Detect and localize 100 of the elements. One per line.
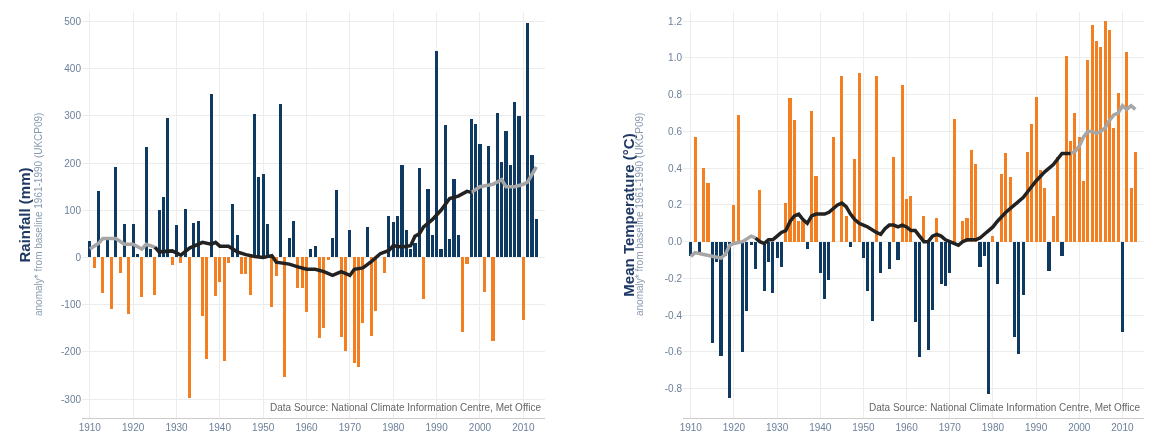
bar bbox=[357, 257, 361, 368]
bar bbox=[943, 241, 947, 286]
bar bbox=[753, 241, 758, 270]
bar bbox=[365, 226, 369, 258]
x-tick-label: 1920 bbox=[122, 422, 145, 433]
bar bbox=[118, 257, 122, 273]
bar bbox=[244, 257, 248, 274]
bar bbox=[823, 241, 827, 299]
bar bbox=[1008, 177, 1012, 242]
annotation: Data Source: National Climate Information Centre, Met Office bbox=[270, 402, 542, 413]
bar bbox=[1103, 21, 1107, 242]
y-tick-label: -100 bbox=[60, 299, 82, 311]
bar bbox=[728, 241, 732, 398]
bar bbox=[239, 257, 244, 274]
bar bbox=[469, 118, 473, 258]
x-tick-label: 1990 bbox=[1024, 422, 1048, 433]
bar bbox=[779, 241, 783, 268]
y-tick-label: -200 bbox=[60, 346, 82, 358]
bar bbox=[1004, 153, 1008, 242]
y-tick-label: 0.2 bbox=[668, 199, 683, 211]
bar bbox=[1060, 241, 1064, 257]
x-tick-label: 1990 bbox=[425, 422, 449, 433]
bar bbox=[1125, 52, 1129, 242]
y-tick-label: -0.4 bbox=[664, 309, 683, 321]
bar bbox=[758, 190, 762, 242]
bar bbox=[995, 241, 999, 284]
bar bbox=[1030, 124, 1034, 242]
bar bbox=[513, 101, 517, 258]
x-tick-label: 1980 bbox=[981, 422, 1005, 433]
bar bbox=[205, 257, 209, 359]
bar bbox=[326, 257, 330, 260]
bar bbox=[305, 257, 309, 313]
bar bbox=[491, 257, 495, 341]
bar bbox=[917, 241, 922, 358]
bar bbox=[283, 257, 287, 377]
bar bbox=[1073, 113, 1077, 242]
bar bbox=[209, 94, 213, 258]
bar bbox=[1017, 241, 1021, 354]
x-tick-label: 2000 bbox=[1068, 422, 1091, 433]
bar bbox=[788, 98, 792, 242]
bar bbox=[844, 215, 848, 242]
x-tick-label: 1960 bbox=[295, 422, 319, 433]
bar bbox=[335, 189, 339, 258]
bar bbox=[741, 241, 745, 352]
bar bbox=[710, 241, 714, 343]
x-tick-label: 2000 bbox=[468, 422, 492, 433]
bar bbox=[1086, 59, 1090, 242]
bar bbox=[248, 257, 252, 295]
y-tick-label: -0.6 bbox=[664, 346, 683, 358]
y-tick-label: 100 bbox=[64, 204, 82, 216]
bar bbox=[805, 241, 809, 249]
bar bbox=[702, 168, 706, 242]
bar bbox=[179, 257, 183, 264]
y-tick-label: 200 bbox=[64, 157, 82, 169]
bar bbox=[482, 257, 486, 293]
y-tick-label: 0 bbox=[75, 251, 82, 263]
bar bbox=[422, 257, 426, 300]
bar bbox=[435, 51, 439, 258]
bar bbox=[1090, 24, 1094, 242]
x-tick-label: 2010 bbox=[1111, 422, 1134, 433]
bar bbox=[318, 257, 322, 339]
x-tick-label: 1960 bbox=[895, 422, 919, 433]
bar bbox=[1077, 136, 1081, 242]
bar bbox=[926, 241, 930, 351]
bar bbox=[252, 114, 257, 258]
bar bbox=[452, 178, 456, 258]
bar bbox=[495, 112, 499, 258]
bar bbox=[1116, 92, 1120, 242]
bar bbox=[771, 241, 775, 294]
bar bbox=[952, 118, 956, 242]
bar bbox=[693, 136, 697, 242]
bar bbox=[900, 85, 904, 242]
bar bbox=[719, 241, 723, 356]
y-tick-label: 1.2 bbox=[668, 15, 683, 27]
bar bbox=[261, 174, 265, 258]
bar bbox=[1120, 241, 1124, 332]
bar bbox=[831, 136, 835, 242]
y-tick-label: 300 bbox=[64, 110, 82, 122]
bar bbox=[887, 241, 891, 270]
y-tick-label: 0.8 bbox=[668, 89, 683, 101]
bar bbox=[978, 241, 982, 268]
bar bbox=[213, 257, 218, 297]
x-tick-label: 1930 bbox=[165, 422, 189, 433]
bar bbox=[170, 257, 174, 265]
bar bbox=[278, 104, 283, 258]
bar bbox=[383, 257, 387, 273]
bar bbox=[96, 191, 101, 258]
bar bbox=[443, 124, 447, 258]
bar bbox=[1021, 241, 1025, 295]
bar bbox=[853, 158, 857, 242]
bar bbox=[801, 221, 805, 242]
bar bbox=[292, 221, 296, 258]
y-tick-label: 0.4 bbox=[668, 162, 683, 174]
x-tick-label: 1940 bbox=[809, 422, 832, 433]
x-tick-label: 1970 bbox=[938, 422, 962, 433]
x-tick-label: 1910 bbox=[679, 422, 703, 433]
annotation: Data Source: National Climate Information Centre, Met Office bbox=[869, 402, 1141, 413]
bar bbox=[866, 241, 870, 292]
bar bbox=[1056, 157, 1060, 242]
y-axis-title: Rainfall (mm) bbox=[16, 167, 34, 263]
